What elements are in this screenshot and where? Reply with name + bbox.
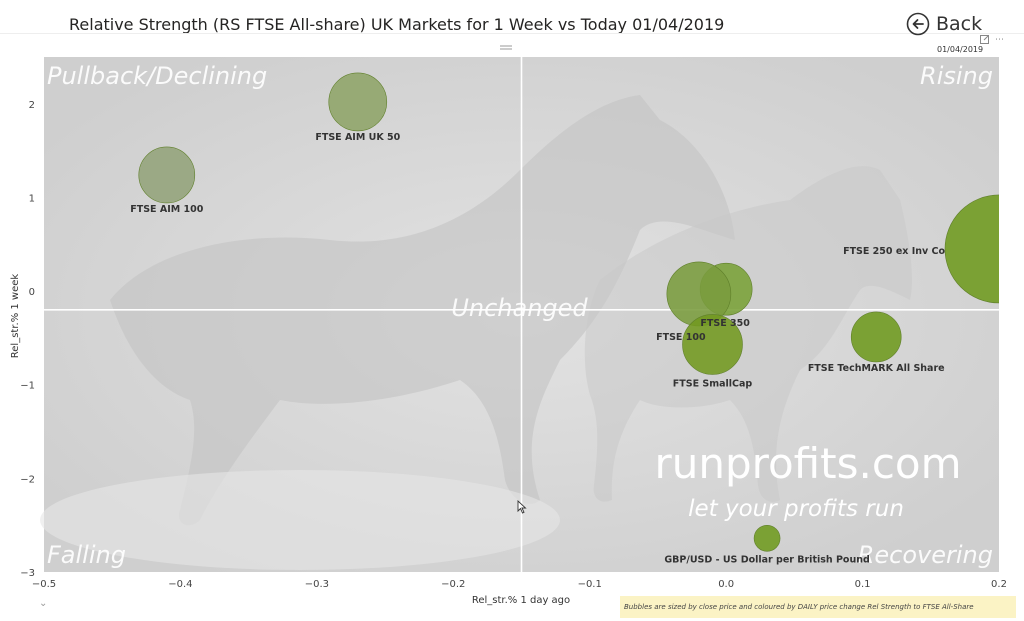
- dust-cloud: [40, 470, 560, 570]
- x-tick-label: 0.1: [855, 579, 871, 590]
- x-tick-label: −0.3: [305, 579, 329, 590]
- x-tick-label: 0.0: [718, 579, 734, 590]
- page-title: Relative Strength (RS FTSE All-share) UK…: [69, 15, 725, 34]
- horse-silhouette-back: [584, 166, 912, 502]
- bubble-label: GBP/USD - US Dollar per British Pound: [664, 554, 869, 565]
- drag-handle-icon[interactable]: [500, 36, 512, 50]
- bubble-chart: Pullback/Declining Rising Falling Recoverin…: [10, 57, 1007, 606]
- mouse-cursor-icon: [517, 499, 527, 518]
- bubble-point: [328, 72, 388, 132]
- y-tick-label: −2: [20, 474, 35, 485]
- bubble-point: [944, 194, 999, 304]
- x-tick-label: 0.2: [991, 579, 1007, 590]
- y-axis-title: Rel_str.% 1 week: [10, 274, 21, 359]
- y-tick-label: 1: [29, 193, 35, 204]
- chevron-down-icon[interactable]: ⌄: [39, 598, 48, 609]
- bubble-label: FTSE 250 ex Inv Co: [843, 246, 945, 257]
- bubble-label: FTSE AIM UK 50: [315, 132, 400, 143]
- x-axis-title: Rel_str.% 1 day ago: [472, 595, 570, 606]
- x-tick-label: −0.1: [578, 579, 602, 590]
- x-tick-label: −0.2: [441, 579, 465, 590]
- watermark-tagline: let your profits run: [688, 496, 904, 522]
- quadrant-label-unchanged: Unchanged: [451, 294, 588, 322]
- bubble-label: FTSE TechMARK All Share: [808, 363, 945, 374]
- bubble-label: FTSE 350: [700, 318, 750, 329]
- bubble-label: FTSE SmallCap: [673, 378, 753, 389]
- back-label: Back: [936, 13, 983, 35]
- ellipsis-icon[interactable]: ⋯: [995, 35, 1004, 45]
- quadrant-label-pullback: Pullback/Declining: [47, 62, 267, 90]
- y-tick-label: 2: [29, 100, 35, 111]
- header-divider: [0, 33, 1024, 34]
- back-arrow-icon: [906, 12, 930, 36]
- back-button[interactable]: Back: [906, 12, 982, 36]
- date-stamp: 01/04/2019: [937, 45, 984, 54]
- y-tick-label: 0: [29, 287, 35, 298]
- bubble-point: [850, 311, 902, 363]
- quadrant-label-recovering: Recovering: [858, 541, 993, 569]
- bubble-point: [682, 314, 743, 375]
- focus-mode-icon[interactable]: [980, 35, 989, 47]
- y-tick-label: −1: [20, 381, 35, 392]
- bubble-labels: FTSE AIM UK 50 FTSE AIM 100 FTSE 250 ex In…: [130, 132, 945, 565]
- quadrant-label-falling: Falling: [47, 541, 126, 569]
- bubble-point: [753, 524, 781, 552]
- x-tick-label: −0.5: [32, 579, 56, 590]
- y-tick-label: −3: [20, 568, 35, 579]
- bubble-label: FTSE 100: [656, 332, 706, 343]
- quadrant-label-rising: Rising: [920, 62, 993, 90]
- bubble-label: FTSE AIM 100: [130, 204, 203, 215]
- watermark-site: runprofits.com: [654, 439, 961, 488]
- bubble-point: [138, 146, 196, 204]
- chart-footnote: Bubbles are sized by close price and col…: [620, 596, 1016, 618]
- x-tick-label: −0.4: [168, 579, 192, 590]
